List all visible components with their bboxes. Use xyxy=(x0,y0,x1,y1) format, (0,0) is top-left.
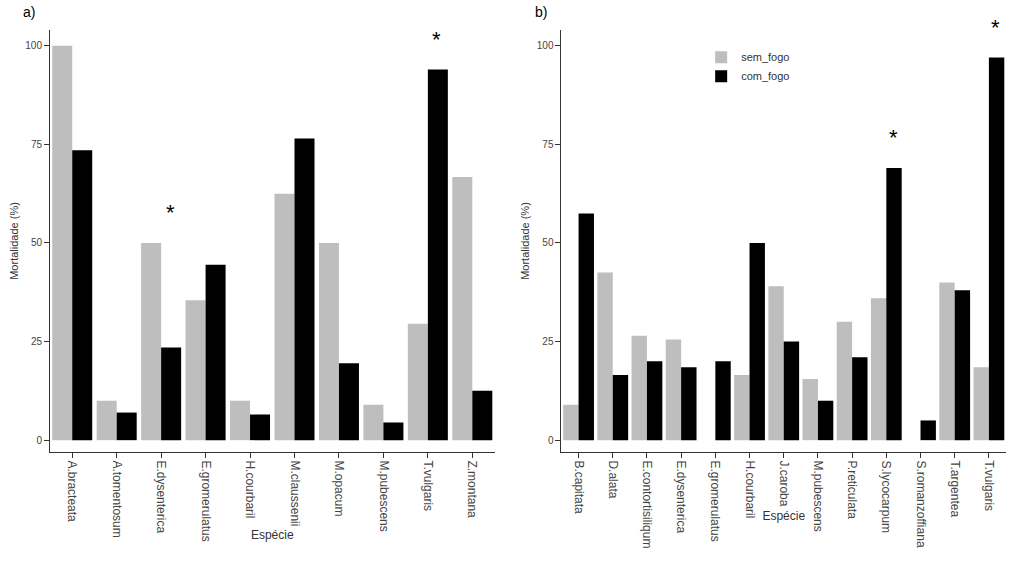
svg-text:25: 25 xyxy=(31,336,43,347)
svg-text:Espécie: Espécie xyxy=(762,509,805,523)
svg-text:S.romanzoffiana: S.romanzoffiana xyxy=(914,460,928,547)
svg-text:M.pubescens: M.pubescens xyxy=(811,460,825,531)
svg-text:100: 100 xyxy=(537,40,554,51)
svg-text:sem_fogo: sem_fogo xyxy=(741,51,789,63)
svg-text:H.courbaril: H.courbaril xyxy=(243,460,257,518)
svg-text:com_fogo: com_fogo xyxy=(741,70,789,82)
svg-text:b): b) xyxy=(535,4,547,20)
svg-text:Z.montana: Z.montana xyxy=(465,460,479,518)
svg-text:T.vulgaris: T.vulgaris xyxy=(982,460,996,511)
svg-text:*: * xyxy=(889,125,898,150)
svg-text:J.caroba: J.caroba xyxy=(777,460,791,506)
svg-text:75: 75 xyxy=(542,139,554,150)
svg-text:M.opacum: M.opacum xyxy=(332,460,346,516)
svg-text:*: * xyxy=(991,15,1000,40)
svg-text:Espécie: Espécie xyxy=(251,528,294,542)
svg-text:50: 50 xyxy=(542,237,554,248)
svg-text:E.gromerulatus: E.gromerulatus xyxy=(708,460,722,541)
svg-text:100: 100 xyxy=(25,40,42,51)
svg-text:75: 75 xyxy=(31,139,43,150)
svg-text:*: * xyxy=(432,27,441,52)
svg-text:M.pubescens: M.pubescens xyxy=(377,460,391,531)
svg-text:50: 50 xyxy=(31,237,43,248)
svg-text:E.dysenterica: E.dysenterica xyxy=(154,460,168,533)
svg-text:E.dysenterica: E.dysenterica xyxy=(674,460,688,533)
svg-text:B.capitata: B.capitata xyxy=(572,460,586,514)
svg-text:T.argentea: T.argentea xyxy=(948,460,962,517)
svg-text:D.alata: D.alata xyxy=(606,460,620,498)
svg-text:S.lycocarpum: S.lycocarpum xyxy=(879,460,893,533)
svg-text:25: 25 xyxy=(542,336,554,347)
svg-text:0: 0 xyxy=(36,435,42,446)
svg-text:E.gromerulatus: E.gromerulatus xyxy=(199,460,213,541)
svg-text:H.courbaril: H.courbaril xyxy=(743,460,757,518)
svg-text:0: 0 xyxy=(548,435,554,446)
svg-text:A.bracteata: A.bracteata xyxy=(65,460,79,522)
svg-text:Mortalidade (%): Mortalidade (%) xyxy=(519,202,531,280)
svg-text:Mortalidade (%): Mortalidade (%) xyxy=(8,202,20,280)
svg-text:*: * xyxy=(166,200,175,225)
svg-text:E.contortisiliqum: E.contortisiliqum xyxy=(640,460,654,548)
svg-text:M.claussenii: M.claussenii xyxy=(288,460,302,526)
svg-text:T.vulgaris: T.vulgaris xyxy=(421,460,435,511)
svg-text:A.tomentosum: A.tomentosum xyxy=(110,460,124,537)
svg-text:a): a) xyxy=(23,4,35,20)
svg-text:P.reticulata: P.reticulata xyxy=(845,460,859,519)
